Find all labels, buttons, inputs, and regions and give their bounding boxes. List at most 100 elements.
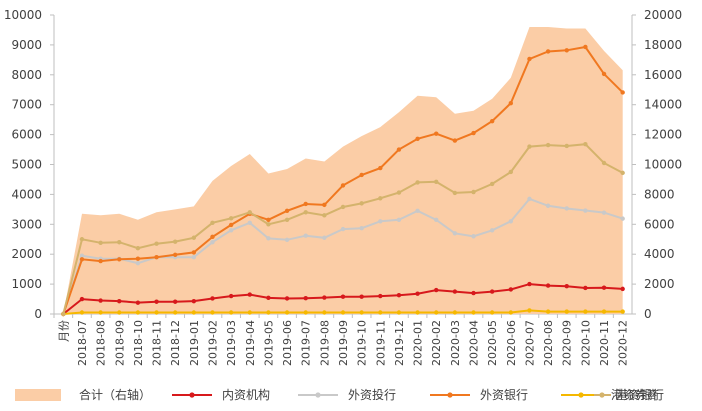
x-tick-label: 2019-03 (225, 320, 238, 366)
series-point-3 (471, 130, 476, 136)
series-point-4 (489, 310, 495, 315)
x-tick-label: 月份 (57, 320, 70, 342)
y-right-tick-label: 8000 (644, 187, 675, 201)
series-point-4 (154, 310, 159, 315)
x-tick-label: 2020-12 (617, 320, 630, 366)
series-point-5 (434, 179, 439, 185)
series-point-4 (228, 310, 234, 315)
x-tick-label: 2020-11 (598, 320, 611, 366)
series-point-2 (508, 219, 514, 224)
series-point-5 (452, 190, 458, 196)
x-tick-label: 2019-02 (206, 320, 219, 366)
x-tick-label: 2018-10 (132, 320, 145, 366)
legend-label: 港资银行 (616, 388, 664, 402)
series-point-1 (396, 292, 402, 298)
series-point-4 (135, 310, 141, 315)
series-point-3 (284, 208, 290, 214)
series-point-4 (303, 310, 308, 315)
series-point-4 (471, 310, 476, 315)
legend-marker (189, 392, 195, 398)
series-point-3 (266, 217, 271, 223)
series-area-total (63, 27, 623, 314)
x-tick-label: 2019-11 (374, 320, 387, 366)
series-point-2 (489, 228, 495, 233)
series-point-5 (620, 170, 625, 176)
x-tick-label: 2018-08 (95, 320, 108, 366)
series-point-4 (172, 310, 178, 315)
y-left-tick-label: 8000 (11, 68, 42, 82)
series-point-1 (378, 293, 383, 299)
y-left-tick-label: 7000 (11, 98, 42, 112)
series-point-2 (79, 253, 85, 258)
series-point-5 (471, 189, 476, 195)
series-point-4 (359, 310, 364, 315)
series-point-2 (247, 220, 252, 226)
series-point-2 (564, 206, 569, 211)
legend-marker (315, 392, 321, 398)
series-point-3 (135, 256, 141, 261)
x-tick-label: 2020-01 (412, 320, 425, 366)
series-point-3 (210, 234, 215, 240)
series-point-1 (508, 287, 514, 292)
x-tick-label: 2020-05 (486, 320, 499, 366)
y-left-tick-label: 4000 (11, 187, 42, 201)
y-right-tick-label: 12000 (644, 128, 682, 142)
series-point-1 (434, 287, 439, 293)
series-point-4 (247, 310, 252, 315)
series-point-4 (191, 310, 197, 315)
x-tick-label: 2019-01 (188, 320, 201, 366)
series-point-5 (564, 143, 569, 149)
series-point-2 (322, 235, 327, 240)
series-point-5 (396, 190, 402, 195)
y-right-tick-label: 4000 (644, 247, 675, 261)
series-point-2 (378, 219, 383, 224)
x-tick-label: 2019-10 (356, 320, 369, 366)
y-left-tick-label: 2000 (11, 247, 42, 261)
series-point-4 (322, 310, 327, 315)
series-point-4 (545, 309, 551, 314)
series-point-5 (284, 217, 290, 223)
series-point-2 (471, 234, 476, 239)
series-point-5 (228, 216, 234, 221)
series-point-1 (247, 292, 252, 297)
series-point-2 (266, 236, 271, 241)
lines-layer (61, 44, 625, 317)
y-left-tick-label: 10000 (4, 8, 42, 22)
series-point-3 (154, 254, 159, 260)
series-point-3 (340, 183, 346, 188)
series-point-5 (583, 141, 588, 147)
series-point-3 (396, 147, 402, 152)
series-point-4 (117, 310, 122, 315)
series-point-1 (527, 281, 532, 287)
series-point-4 (583, 309, 588, 314)
series-point-3 (98, 258, 103, 264)
series-point-3 (117, 257, 122, 262)
area-layer (63, 27, 623, 314)
series-point-1 (284, 296, 290, 301)
series-point-5 (545, 142, 551, 148)
y-left-tick-label: 1000 (11, 277, 42, 291)
y-left-tick-label: 5000 (11, 158, 42, 172)
series-point-2 (359, 225, 364, 231)
series-point-5 (191, 235, 197, 240)
x-tick-label: 2018-11 (151, 320, 164, 366)
series-point-5 (601, 160, 607, 166)
series-point-1 (564, 283, 569, 289)
series-point-4 (79, 310, 85, 315)
series-point-5 (527, 144, 532, 149)
series-point-3 (527, 56, 532, 62)
series-point-2 (228, 228, 234, 233)
series-point-2 (191, 254, 197, 260)
series-point-3 (489, 118, 495, 124)
x-tick-label: 2018-07 (76, 320, 89, 366)
series-point-1 (452, 289, 458, 294)
x-tick-label: 2019-07 (300, 320, 313, 366)
y-right-tick-label: 0 (644, 307, 652, 321)
series-point-3 (172, 252, 178, 257)
legend-label: 外资投行 (348, 387, 396, 402)
series-point-1 (135, 300, 141, 305)
series-point-1 (98, 298, 103, 303)
series-point-1 (359, 294, 364, 299)
series-point-5 (415, 180, 420, 185)
series-point-3 (191, 250, 197, 255)
